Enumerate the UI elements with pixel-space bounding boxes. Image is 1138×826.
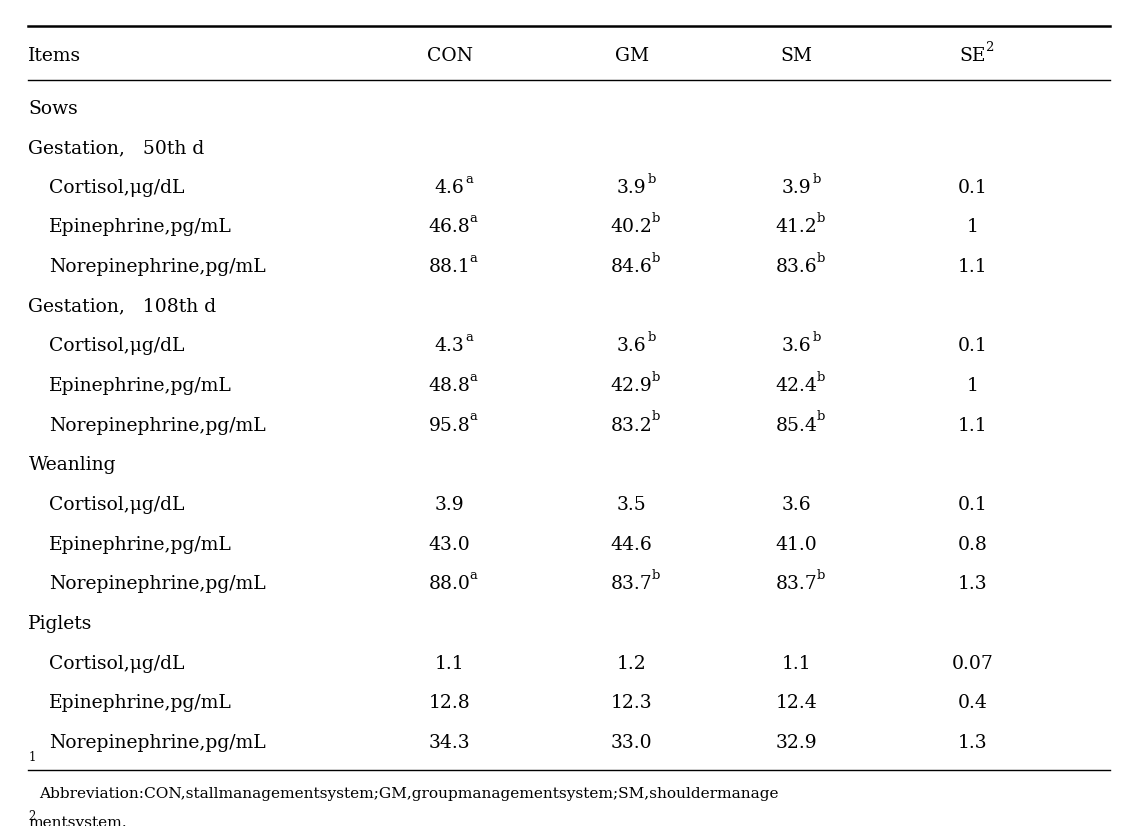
Text: 42.9: 42.9 — [611, 377, 652, 395]
Text: 1.1: 1.1 — [782, 654, 811, 672]
Text: 4.6: 4.6 — [435, 178, 464, 197]
Text: b: b — [813, 173, 820, 186]
Text: Cortisol,μg/dL: Cortisol,μg/dL — [49, 496, 184, 514]
Text: 32.9: 32.9 — [776, 733, 817, 752]
Text: 3.5: 3.5 — [617, 496, 646, 514]
Text: Cortisol,μg/dL: Cortisol,μg/dL — [49, 178, 184, 197]
Text: b: b — [651, 569, 660, 582]
Text: b: b — [651, 411, 660, 424]
Text: 4.3: 4.3 — [435, 337, 464, 355]
Text: 46.8: 46.8 — [429, 218, 470, 236]
Text: 95.8: 95.8 — [429, 416, 470, 434]
Text: Norepinephrine,pg/mL: Norepinephrine,pg/mL — [49, 575, 265, 593]
Text: a: a — [465, 331, 473, 344]
Text: b: b — [648, 173, 655, 186]
Text: 1.3: 1.3 — [958, 575, 988, 593]
Text: 3.9: 3.9 — [617, 178, 646, 197]
Text: a: a — [469, 569, 477, 582]
Text: 41.0: 41.0 — [776, 535, 817, 553]
Text: 3.9: 3.9 — [782, 178, 811, 197]
Text: 1.1: 1.1 — [958, 258, 988, 276]
Text: Sows: Sows — [28, 99, 79, 117]
Text: b: b — [816, 411, 825, 424]
Text: Gestation,   50th d: Gestation, 50th d — [28, 139, 205, 157]
Text: 0.1: 0.1 — [958, 178, 988, 197]
Text: 34.3: 34.3 — [429, 733, 470, 752]
Text: a: a — [469, 252, 477, 265]
Text: Gestation,   108th d: Gestation, 108th d — [28, 297, 216, 316]
Text: b: b — [816, 569, 825, 582]
Text: 88.0: 88.0 — [429, 575, 470, 593]
Text: 2: 2 — [984, 41, 993, 54]
Text: 1: 1 — [967, 377, 979, 395]
Text: 3.6: 3.6 — [782, 496, 811, 514]
Text: Epinephrine,pg/mL: Epinephrine,pg/mL — [49, 535, 232, 553]
Text: Cortisol,μg/dL: Cortisol,μg/dL — [49, 337, 184, 355]
Text: 84.6: 84.6 — [611, 258, 652, 276]
Text: b: b — [816, 371, 825, 384]
Text: 83.2: 83.2 — [611, 416, 652, 434]
Text: a: a — [469, 371, 477, 384]
Text: 3.6: 3.6 — [782, 337, 811, 355]
Text: b: b — [816, 212, 825, 225]
Text: b: b — [651, 252, 660, 265]
Text: 12.3: 12.3 — [611, 694, 652, 712]
Text: 1.1: 1.1 — [958, 416, 988, 434]
Text: 1: 1 — [967, 218, 979, 236]
Text: 3.9: 3.9 — [435, 496, 464, 514]
Text: 0.4: 0.4 — [958, 694, 988, 712]
Text: Norepinephrine,pg/mL: Norepinephrine,pg/mL — [49, 733, 265, 752]
Text: 0.8: 0.8 — [958, 535, 988, 553]
Text: Epinephrine,pg/mL: Epinephrine,pg/mL — [49, 218, 232, 236]
Text: Abbreviation:CON,stallmanagementsystem;GM,groupmanagementsystem;SM,shouldermanag: Abbreviation:CON,stallmanagementsystem;G… — [39, 787, 778, 801]
Text: 1.2: 1.2 — [617, 654, 646, 672]
Text: 41.2: 41.2 — [776, 218, 817, 236]
Text: 43.0: 43.0 — [429, 535, 470, 553]
Text: 85.4: 85.4 — [776, 416, 817, 434]
Text: 42.4: 42.4 — [776, 377, 817, 395]
Text: SM: SM — [781, 47, 813, 65]
Text: 1.1: 1.1 — [435, 654, 464, 672]
Text: Epinephrine,pg/mL: Epinephrine,pg/mL — [49, 694, 232, 712]
Text: CON: CON — [427, 47, 472, 65]
Text: b: b — [651, 212, 660, 225]
Text: 44.6: 44.6 — [611, 535, 652, 553]
Text: 33.0: 33.0 — [611, 733, 652, 752]
Text: 2: 2 — [28, 809, 35, 823]
Text: b: b — [813, 331, 820, 344]
Text: 88.1: 88.1 — [429, 258, 470, 276]
Text: 0.1: 0.1 — [958, 337, 988, 355]
Text: SE: SE — [959, 47, 987, 65]
Text: b: b — [816, 252, 825, 265]
Text: 83.6: 83.6 — [776, 258, 817, 276]
Text: a: a — [465, 173, 473, 186]
Text: a: a — [469, 212, 477, 225]
Text: Items: Items — [28, 47, 82, 65]
Text: mentsystem.: mentsystem. — [28, 815, 127, 826]
Text: 12.8: 12.8 — [429, 694, 470, 712]
Text: 3.6: 3.6 — [617, 337, 646, 355]
Text: Cortisol,μg/dL: Cortisol,μg/dL — [49, 654, 184, 672]
Text: 0.07: 0.07 — [953, 654, 993, 672]
Text: Norepinephrine,pg/mL: Norepinephrine,pg/mL — [49, 416, 265, 434]
Text: 0.1: 0.1 — [958, 496, 988, 514]
Text: a: a — [469, 411, 477, 424]
Text: 48.8: 48.8 — [429, 377, 470, 395]
Text: 83.7: 83.7 — [611, 575, 652, 593]
Text: 1: 1 — [28, 751, 35, 764]
Text: Epinephrine,pg/mL: Epinephrine,pg/mL — [49, 377, 232, 395]
Text: Norepinephrine,pg/mL: Norepinephrine,pg/mL — [49, 258, 265, 276]
Text: 1.3: 1.3 — [958, 733, 988, 752]
Text: b: b — [651, 371, 660, 384]
Text: Weanling: Weanling — [28, 456, 116, 474]
Text: b: b — [648, 331, 655, 344]
Text: 12.4: 12.4 — [776, 694, 817, 712]
Text: 40.2: 40.2 — [611, 218, 652, 236]
Text: Piglets: Piglets — [28, 615, 93, 633]
Text: GM: GM — [615, 47, 649, 65]
Text: 83.7: 83.7 — [776, 575, 817, 593]
